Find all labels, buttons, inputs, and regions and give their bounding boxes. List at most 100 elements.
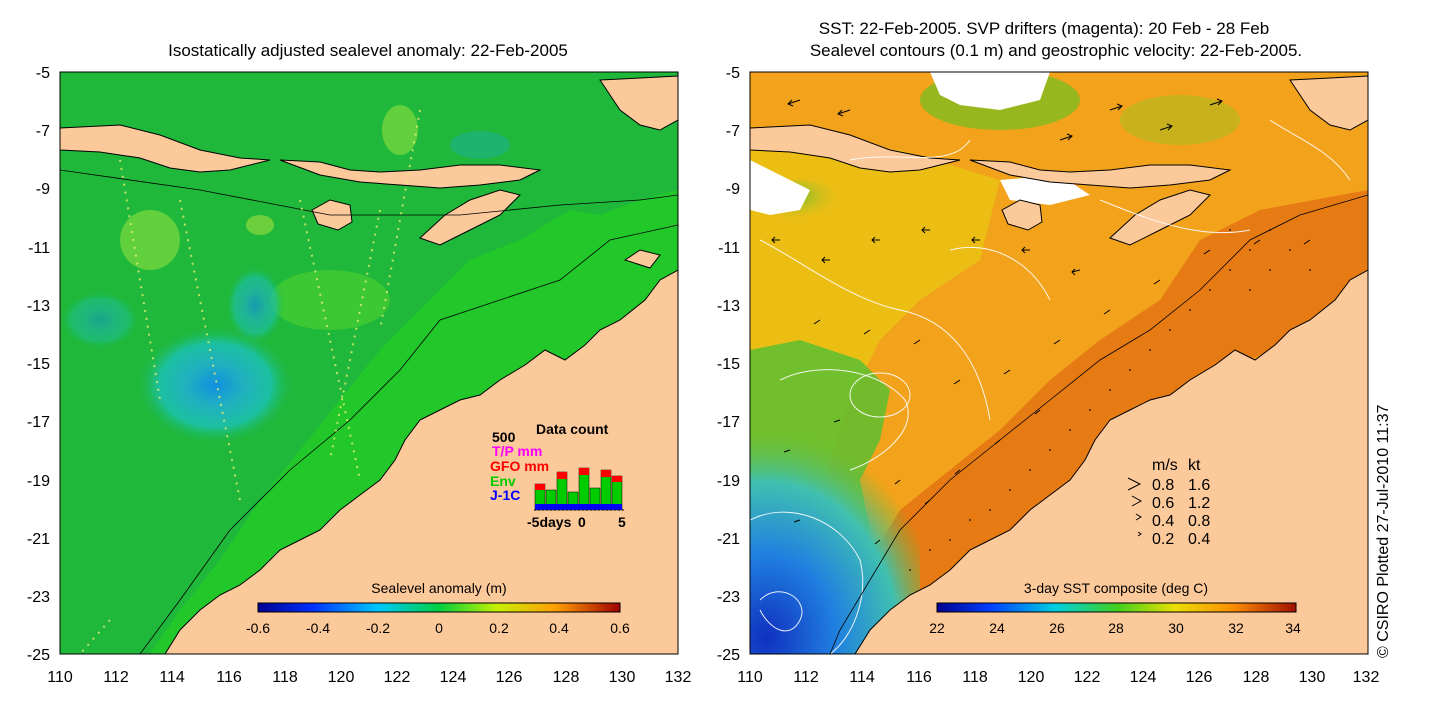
velocity-legend-ms: 0.4 <box>1152 513 1174 530</box>
left-x-tick: 110 <box>47 669 73 686</box>
velocity-legend-ms: 0.6 <box>1152 495 1174 512</box>
left-colorbar-tick: -0.2 <box>366 620 390 636</box>
left-y-tick: -11 <box>28 240 50 257</box>
right-x-tick: 132 <box>1353 669 1380 686</box>
left-y-tick: -5 <box>36 65 50 82</box>
left-y-axis: -5 -7 -9 -11 -13 -15 -17 -19 -21 -23 -25 <box>27 65 50 664</box>
right-island <box>1289 75 1368 131</box>
left-colorbar-tick: 0.6 <box>610 620 630 636</box>
right-colorbar: 3-day SST composite (deg C) 22 24 26 28 … <box>929 580 1301 636</box>
left-x-tick: 124 <box>440 669 467 686</box>
left-y-tick: -25 <box>27 647 50 664</box>
right-x-tick: 120 <box>1018 669 1045 686</box>
left-anomaly-patch <box>382 105 418 155</box>
left-low-anomaly <box>60 290 140 350</box>
right-y-tick: -19 <box>717 473 740 490</box>
left-isobath <box>139 224 678 654</box>
left-island <box>60 124 271 173</box>
left-isobath <box>60 169 678 216</box>
right-y-tick: -21 <box>717 531 740 548</box>
right-island <box>750 124 961 173</box>
left-x-tick: 132 <box>665 669 692 686</box>
left-colorbar-label: Sealevel anomaly (m) <box>371 580 506 596</box>
right-colorbar-tick: 28 <box>1108 620 1124 636</box>
right-colorbar-tick: 30 <box>1168 620 1184 636</box>
right-y-tick: -15 <box>717 356 740 373</box>
left-colorbar-gradient <box>257 602 621 613</box>
inset-bar-top <box>601 470 611 477</box>
left-colorbar-tick: 0 <box>435 620 443 636</box>
left-y-tick: -23 <box>27 589 50 606</box>
left-y-tick: -17 <box>27 414 50 431</box>
right-green-patch <box>1120 95 1240 145</box>
left-island <box>279 159 542 189</box>
right-x-tick: 124 <box>1130 669 1157 686</box>
left-x-tick: 112 <box>103 669 129 686</box>
right-y-tick: -13 <box>717 298 740 315</box>
velocity-legend-ms: 0.8 <box>1152 477 1174 494</box>
left-map-title: Isostatically adjusted sealevel anomaly:… <box>168 41 568 60</box>
inset-series-j1c: J-1C <box>490 487 520 503</box>
velocity-legend: m/s kt 0.8 1.6 0.6 1.2 0.4 0.8 0.2 0.4 <box>1127 457 1210 548</box>
left-x-tick: 126 <box>496 669 523 686</box>
inset-bar-top <box>535 484 545 490</box>
inset-bar-top <box>579 468 589 475</box>
right-y-tick: -5 <box>726 65 740 82</box>
inset-x-label: -5days <box>527 514 572 530</box>
right-y-tick: -23 <box>717 589 740 606</box>
right-x-tick: 110 <box>737 669 763 686</box>
inset-bar-top <box>612 476 622 482</box>
right-velocity-arrows <box>771 98 1311 545</box>
left-y-tick: -21 <box>27 531 50 548</box>
inset-title: Data count <box>536 421 609 437</box>
velocity-arrow-icon <box>1127 477 1142 491</box>
left-low-anomaly <box>225 265 285 345</box>
left-colorbar-tick: -0.4 <box>306 620 330 636</box>
right-map-title-line1: SST: 22-Feb-2005. SVP drifters (magenta)… <box>819 19 1269 38</box>
right-x-tick: 122 <box>1074 669 1101 686</box>
left-island <box>599 75 678 131</box>
velocity-legend-kt: 1.6 <box>1188 477 1210 494</box>
right-australia-land <box>854 269 1368 654</box>
left-altimeter-tracks <box>79 109 421 654</box>
right-colorbar-tick: 22 <box>929 620 945 636</box>
right-map-title-line2: Sealevel contours (0.1 m) and geostrophi… <box>810 41 1302 60</box>
velocity-legend-ms: 0.2 <box>1152 531 1174 548</box>
left-colorbar-tick: -0.6 <box>246 620 270 636</box>
right-cloud-gap <box>930 72 1050 110</box>
inset-max-label: 500 <box>492 429 516 445</box>
left-y-tick: -19 <box>27 473 50 490</box>
inset-bars <box>534 467 624 511</box>
left-x-tick: 130 <box>609 669 636 686</box>
velocity-arrow-icon <box>1131 495 1143 507</box>
right-colorbar-tick: 26 <box>1049 620 1065 636</box>
right-map-frame <box>749 71 1369 655</box>
left-x-tick: 122 <box>384 669 411 686</box>
right-x-tick: 128 <box>1243 669 1270 686</box>
left-y-tick: -13 <box>27 298 50 315</box>
right-x-tick: 116 <box>906 669 932 686</box>
left-colorbar-tick: 0.2 <box>489 620 509 636</box>
right-island <box>1109 189 1211 246</box>
inset-series-env: Env <box>490 473 516 489</box>
velocity-legend-ms-header: m/s <box>1152 457 1178 474</box>
right-colorbar-label: 3-day SST composite (deg C) <box>1024 580 1208 596</box>
right-colorbar-tick: 32 <box>1228 620 1244 636</box>
right-shelf-arrows <box>909 229 1311 571</box>
inset-series-gfo: GFO mm <box>490 458 549 474</box>
left-x-axis: 110 112 114 116 118 120 122 124 126 128 … <box>47 669 691 686</box>
right-x-tick: 114 <box>849 669 875 686</box>
left-australia-land <box>164 269 678 654</box>
right-y-tick: -11 <box>718 240 740 257</box>
right-colorbar-tick: 24 <box>989 620 1005 636</box>
right-x-tick: 112 <box>793 669 819 686</box>
left-anomaly-patch <box>246 215 274 235</box>
inset-bar-base <box>535 504 622 510</box>
left-map-frame <box>59 71 679 655</box>
right-x-tick: 126 <box>1186 669 1213 686</box>
left-x-tick: 116 <box>216 669 242 686</box>
right-y-tick: -17 <box>717 414 740 431</box>
right-y-tick: -7 <box>726 123 740 140</box>
right-colorbar-tick: 34 <box>1285 620 1301 636</box>
left-x-tick: 120 <box>328 669 355 686</box>
